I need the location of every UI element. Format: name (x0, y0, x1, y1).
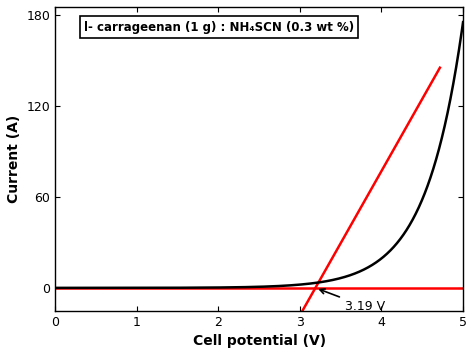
Y-axis label: Current (A): Current (A) (7, 115, 21, 203)
Text: 3.19 V: 3.19 V (320, 289, 385, 313)
Text: l- carrageenan (1 g) : NH₄SCN (0.3 wt %): l- carrageenan (1 g) : NH₄SCN (0.3 wt %) (84, 21, 354, 34)
X-axis label: Cell potential (V): Cell potential (V) (192, 334, 326, 348)
